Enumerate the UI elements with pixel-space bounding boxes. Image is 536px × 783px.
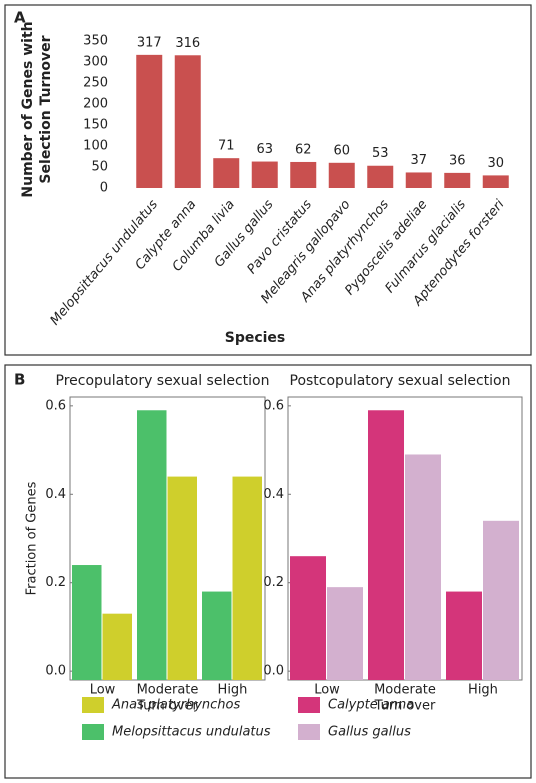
x-tick-label: High <box>468 683 498 698</box>
chart-title: Precopulatory sexual selection <box>56 373 270 389</box>
x-tick-label: Moderate <box>137 683 199 698</box>
y-tick-label: 100 <box>83 139 108 154</box>
bar <box>102 613 132 680</box>
y-tick-label: 0.6 <box>263 398 284 413</box>
bar <box>367 165 394 188</box>
panel-label: A <box>14 9 26 27</box>
data-label: 37 <box>410 153 427 168</box>
panel-a-frame <box>4 4 532 356</box>
data-label: 63 <box>256 142 273 157</box>
legend-label: Anas platyrhynchos <box>111 698 240 713</box>
bar <box>405 172 432 188</box>
y-tick-label: 0.4 <box>45 487 66 502</box>
x-tick-label: High <box>218 683 248 698</box>
data-label: 62 <box>295 142 312 157</box>
y-tick-label: 0.0 <box>263 664 284 679</box>
panel-label: B <box>14 371 25 389</box>
x-tick-label: Moderate <box>374 683 436 698</box>
bar <box>251 161 278 188</box>
panel-b-frame <box>4 364 532 779</box>
y-axis-label: Fraction of Genes <box>25 481 40 595</box>
y-tick-label: 0.4 <box>263 487 284 502</box>
data-label: 317 <box>137 35 162 50</box>
y-tick-label: 0.6 <box>45 398 66 413</box>
y-tick-label: 0.2 <box>45 575 66 590</box>
x-tick-label: Low <box>314 683 340 698</box>
legend-label: Calypte anna <box>328 698 414 713</box>
legend-swatch <box>298 697 320 713</box>
y-tick-label: 200 <box>83 97 108 112</box>
data-label: 36 <box>449 153 466 168</box>
y-axis-label: Selection Turnover <box>38 35 54 183</box>
bar <box>482 175 509 188</box>
bar <box>202 591 232 680</box>
data-label: 71 <box>218 139 235 154</box>
bar <box>232 476 262 680</box>
bar <box>446 591 482 680</box>
bar <box>368 410 404 680</box>
bar <box>290 556 326 680</box>
x-axis-label: Species <box>225 330 286 346</box>
y-tick-label: 300 <box>83 55 108 70</box>
data-label: 53 <box>372 146 389 161</box>
y-tick-label: 50 <box>91 160 108 175</box>
data-label: 316 <box>175 36 200 51</box>
bar <box>483 520 519 680</box>
data-label: 30 <box>487 156 504 171</box>
chart-title: Postcopulatory sexual selection <box>290 373 511 389</box>
bar <box>137 410 167 680</box>
bar <box>213 158 240 188</box>
legend-label: Melopsittacus undulatus <box>112 725 271 740</box>
y-tick-label: 250 <box>83 76 108 91</box>
bar <box>174 55 201 188</box>
legend-label: Gallus gallus <box>328 725 411 740</box>
y-tick-label: 0.0 <box>45 664 66 679</box>
y-tick-label: 0.2 <box>263 575 284 590</box>
data-label: 60 <box>333 143 350 158</box>
legend-swatch <box>82 697 104 713</box>
bar <box>328 162 355 188</box>
bar <box>136 54 163 188</box>
legend-swatch <box>82 724 104 740</box>
bar <box>405 454 441 680</box>
x-tick-label: Low <box>90 683 116 698</box>
y-tick-label: 350 <box>83 34 108 49</box>
x-axis-label: Turn over <box>136 699 198 714</box>
bar <box>327 587 363 680</box>
bar <box>167 476 197 680</box>
bar <box>72 565 102 680</box>
y-tick-label: 150 <box>83 118 108 133</box>
y-axis-label: Number of Genes with <box>20 21 36 197</box>
legend-swatch <box>298 724 320 740</box>
y-tick-label: 0 <box>100 181 108 196</box>
x-axis-label: Turn over <box>374 699 436 714</box>
bar <box>290 161 317 188</box>
bar <box>444 172 471 188</box>
